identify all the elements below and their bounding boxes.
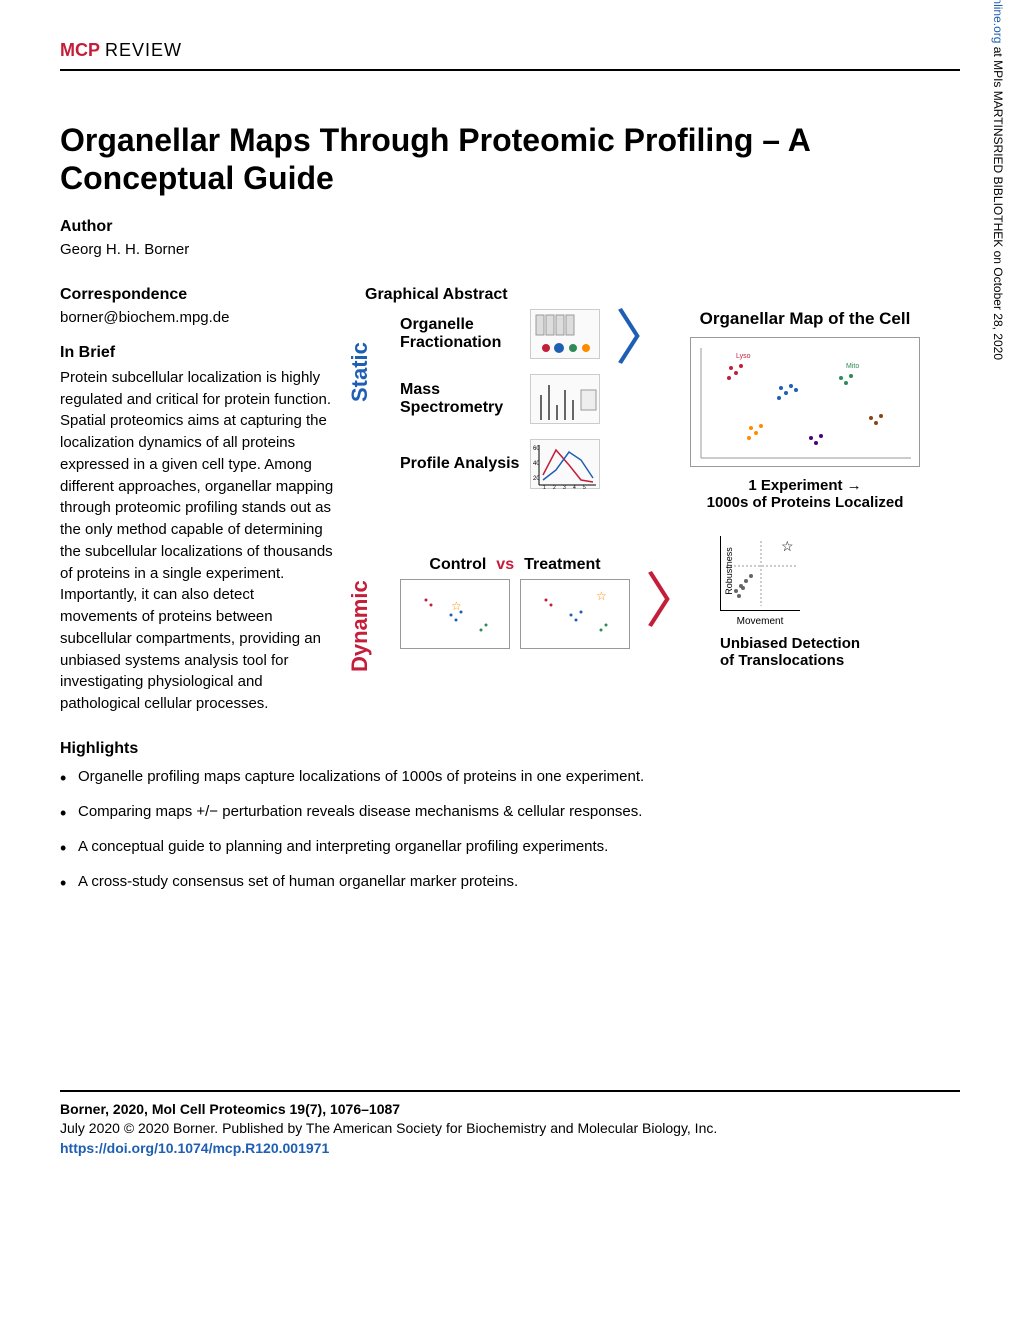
citation: Borner, 2020, Mol Cell Proteomics 19(7),… xyxy=(60,1100,960,1120)
svg-text:Lyso: Lyso xyxy=(736,353,751,360)
arrow-icon: 〉 xyxy=(615,309,675,369)
dynamic-axis-label: Dynamic xyxy=(347,580,373,672)
profile-analysis-icon: 60 40 20 1 2 3 4 5 xyxy=(530,439,600,489)
highlight-item: Comparing maps +/− perturbation reveals … xyxy=(60,803,960,820)
vs-label: vs xyxy=(496,556,514,574)
mass-spectrometry-icon xyxy=(530,374,600,424)
organelle-fractionation-icon xyxy=(530,309,600,359)
dynamic-caption-1: Unbiased Detection xyxy=(720,635,860,652)
svg-text:40: 40 xyxy=(533,461,540,467)
footer: Borner, 2020, Mol Cell Proteomics 19(7),… xyxy=(60,1090,960,1159)
arrow-dynamic-icon: 〉 xyxy=(645,572,705,632)
svg-text:5: 5 xyxy=(583,485,586,490)
organellar-map-title: Organellar Map of the Cell xyxy=(690,309,920,329)
svg-text:20: 20 xyxy=(533,476,540,482)
svg-text:4: 4 xyxy=(573,485,576,490)
organelle-fractionation-label: Organelle Fractionation xyxy=(400,316,520,352)
control-scatter: ☆ xyxy=(400,579,510,649)
doi-link[interactable]: https://doi.org/10.1074/mcp.R120.001971 xyxy=(60,1139,960,1159)
highlight-item: A cross-study consensus set of human org… xyxy=(60,873,960,890)
mass-spectrometry-label: Mass Spectrometry xyxy=(400,381,520,417)
highlights-label: Highlights xyxy=(60,740,960,758)
organellar-map-scatter: Lyso Mito xyxy=(690,337,920,467)
in-brief-label: In Brief xyxy=(60,344,335,362)
control-label: Control xyxy=(429,556,486,574)
highlights-list: Organelle profiling maps capture localiz… xyxy=(60,768,960,890)
svg-text:☆: ☆ xyxy=(596,589,607,603)
movement-plot: ☆ xyxy=(720,536,800,611)
svg-text:2: 2 xyxy=(553,485,556,490)
side-suffix: at MPIs MARTINSRIED BIBLIOTHEK on Octobe… xyxy=(991,43,1005,360)
profile-analysis-label: Profile Analysis xyxy=(400,455,520,473)
svg-text:3: 3 xyxy=(563,485,566,490)
journal-header: MCP REVIEW xyxy=(60,40,960,69)
journal-type: REVIEW xyxy=(105,40,182,60)
correspondence-email: borner@biochem.mpg.de xyxy=(60,309,335,326)
graphical-abstract-label: Graphical Abstract xyxy=(365,286,960,304)
treatment-scatter: ☆ xyxy=(520,579,630,649)
highlight-item: Organelle profiling maps capture localiz… xyxy=(60,768,960,785)
author-label: Author xyxy=(60,218,960,236)
article-title: Organellar Maps Through Proteomic Profil… xyxy=(60,121,960,198)
highlight-item: A conceptual guide to planning and inter… xyxy=(60,838,960,855)
static-axis-label: Static xyxy=(347,342,373,402)
correspondence-label: Correspondence xyxy=(60,286,335,304)
treatment-label: Treatment xyxy=(524,556,600,574)
movement-axis-label: Movement xyxy=(720,616,800,627)
author-name: Georg H. H. Borner xyxy=(60,241,960,258)
map-caption-1: 1 Experiment → xyxy=(690,477,920,494)
in-brief-text: Protein subcellular localization is high… xyxy=(60,367,335,715)
svg-text:☆: ☆ xyxy=(781,538,794,554)
svg-text:60: 60 xyxy=(533,446,540,452)
svg-text:☆: ☆ xyxy=(451,599,462,613)
download-sidebar: Downloaded from https://www.mcponline.or… xyxy=(991,0,1005,360)
copyright: July 2020 © 2020 Borner. Published by Th… xyxy=(60,1119,960,1139)
side-link[interactable]: https://www.mcponline.org xyxy=(991,0,1005,43)
graphical-abstract: Static Dynamic Organelle Fractionation xyxy=(365,309,960,669)
svg-text:1: 1 xyxy=(543,485,546,490)
journal-abbrev: MCP xyxy=(60,40,100,60)
map-caption-2: 1000s of Proteins Localized xyxy=(690,494,920,511)
dynamic-caption-2: of Translocations xyxy=(720,652,860,669)
svg-text:Mito: Mito xyxy=(846,363,859,370)
